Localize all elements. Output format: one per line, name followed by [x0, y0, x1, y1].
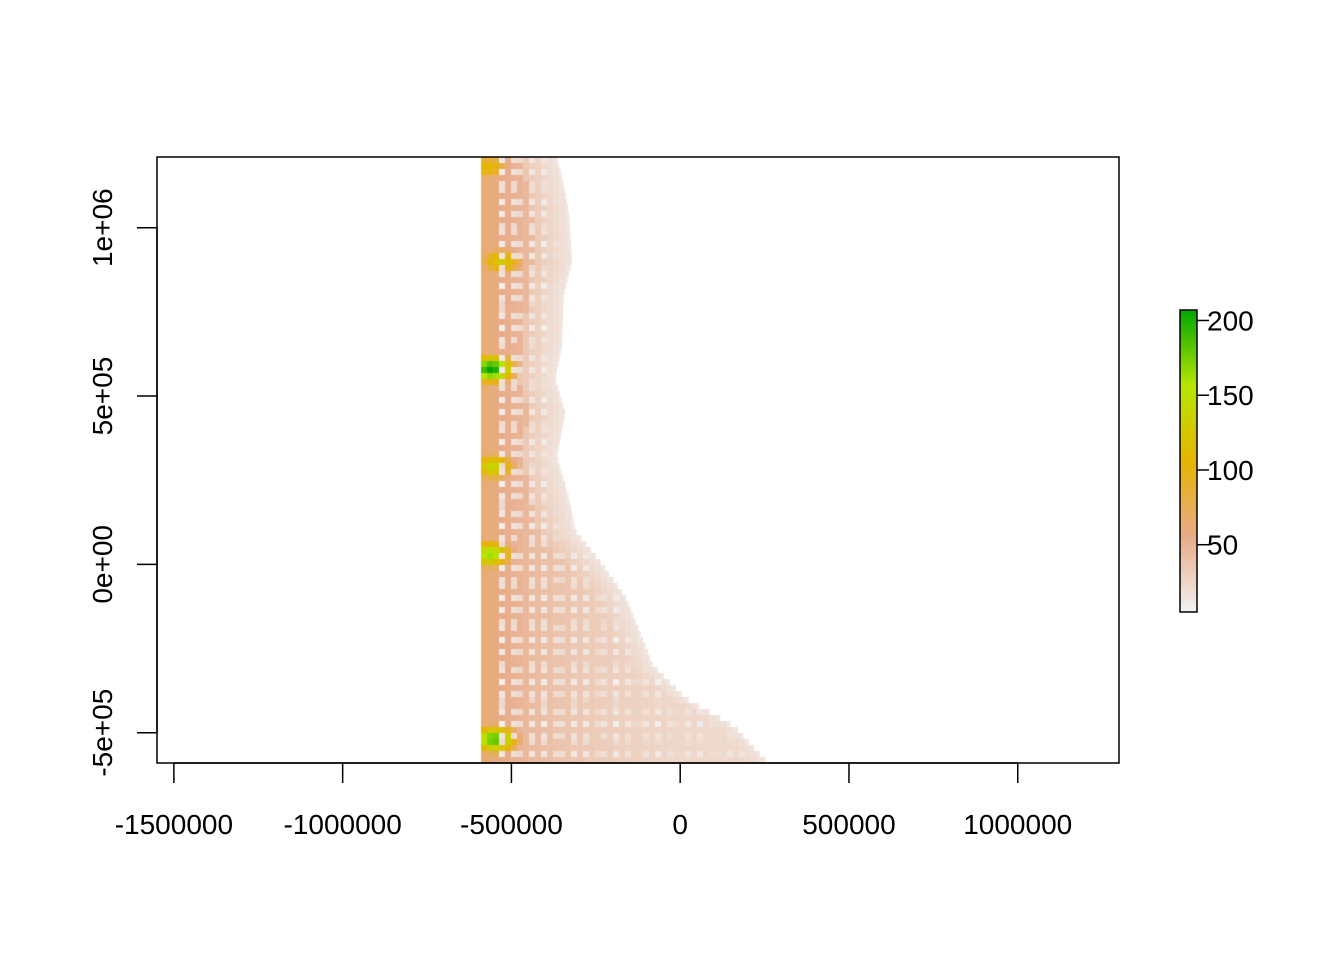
x-tick-label: 500000 [802, 809, 895, 840]
x-axis: -1500000 -1000000 -500000 0 500000 1000000 [115, 762, 1072, 840]
y-tick-label: -5e+05 [87, 689, 118, 777]
legend-tick-label: 100 [1207, 455, 1254, 486]
legend-tick-label: 150 [1207, 380, 1254, 411]
raster-image [157, 157, 1119, 763]
x-tick-label: -500000 [460, 809, 563, 840]
x-tick-label: 1000000 [963, 809, 1072, 840]
y-axis: -5e+05 0e+00 5e+05 1e+06 [87, 188, 158, 777]
x-tick-label: 0 [672, 809, 688, 840]
color-legend: 50 100 150 200 [1179, 305, 1254, 613]
y-tick-label: 1e+06 [87, 188, 118, 267]
raster-cells [157, 157, 1119, 763]
x-tick-label: -1500000 [115, 809, 233, 840]
y-tick-label: 5e+05 [87, 357, 118, 436]
legend-tick-label: 200 [1207, 305, 1254, 336]
legend-colorbar [1179, 309, 1198, 613]
x-tick-label: -1000000 [283, 809, 401, 840]
legend-tick-label: 50 [1207, 530, 1238, 561]
y-tick-label: 0e+00 [87, 525, 118, 604]
